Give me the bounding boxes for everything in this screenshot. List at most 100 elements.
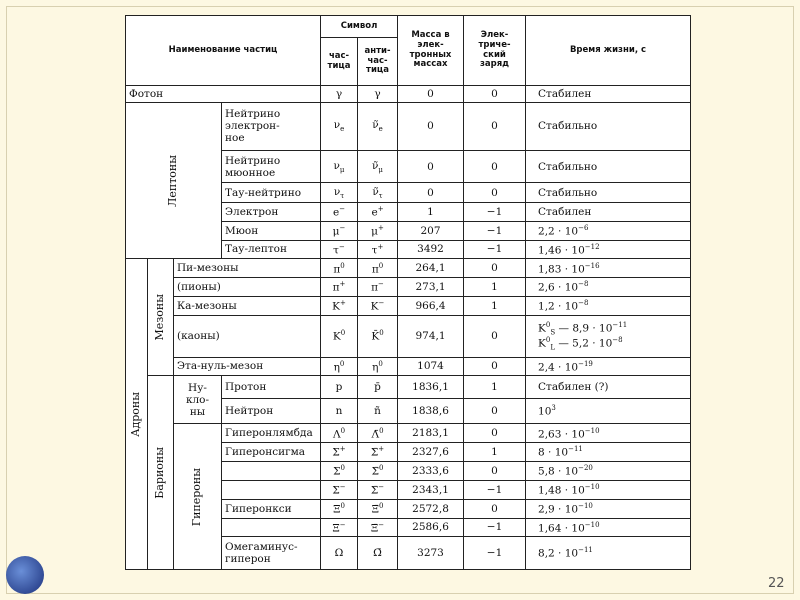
table-cell: −1 xyxy=(463,239,527,260)
table-cell: 1 xyxy=(397,201,465,222)
text-part: ν xyxy=(333,159,340,172)
table-cell: Стабильно xyxy=(525,101,692,151)
table-cell: 1838,6 xyxy=(397,398,465,425)
table-cell: Ξ̄− xyxy=(357,517,399,538)
text-part: 2,6 · 10 xyxy=(538,281,579,294)
text-part: π xyxy=(333,263,341,276)
table-cell: час- тица xyxy=(320,37,359,86)
logo xyxy=(6,556,44,594)
table-cell: Σ̄0 xyxy=(357,461,399,481)
table-cell: Ξ− xyxy=(320,517,359,538)
text-part: 8 · 10 xyxy=(538,446,569,459)
text-part: − xyxy=(378,483,385,491)
table-cell: Тау-лептон xyxy=(220,239,322,260)
table-cell: 0 xyxy=(397,182,465,203)
text-part: 0 xyxy=(378,501,384,510)
table-row: Барионы Ну- кло- ны Протон p p̄ 1836,1 1 Стабил… xyxy=(126,375,692,570)
particle-table: Наименование частиц Символ Масса в элек- т… xyxy=(124,15,692,570)
text-part: − xyxy=(339,223,346,232)
text-part: Ξ̄ xyxy=(371,503,379,516)
table-cell: Гиперонкси xyxy=(220,498,322,519)
text-part: τ xyxy=(340,191,345,200)
table-cell: p xyxy=(320,375,359,400)
table-cell: 8 · 10−11 xyxy=(525,442,692,463)
text-part: e xyxy=(378,125,383,134)
table-cell: 0 xyxy=(463,85,527,103)
table-cell: 207 xyxy=(397,220,465,241)
text-part: e xyxy=(340,125,345,134)
table-cell: 0 xyxy=(397,85,465,103)
table-cell: 103 xyxy=(525,398,692,425)
text-part: Σ xyxy=(332,446,340,459)
text-part: −12 xyxy=(584,242,600,251)
table-cell: 0 xyxy=(463,182,527,203)
table-cell: Барионы xyxy=(147,375,174,570)
table-cell: 2343,1 xyxy=(397,479,465,500)
table-cell: νμ xyxy=(320,149,359,184)
table-cell: e− xyxy=(320,201,359,222)
table-row: Тау-лептон τ− τ+ 3492 −1 1,46 · 10−12 xyxy=(126,239,692,260)
text-part: π xyxy=(371,263,379,276)
table-cell: Тау-нейтрино xyxy=(220,182,322,203)
text-part: K xyxy=(538,337,546,350)
cell-line: K0S — 8,9 · 10−11 xyxy=(538,321,687,337)
text-part: 2,63 · 10 xyxy=(538,428,585,441)
text-part: ν̃ xyxy=(372,159,379,172)
table-cell: 1836,1 xyxy=(397,375,465,400)
table-cell: Мюон xyxy=(220,220,322,241)
table-cell: 1 xyxy=(463,277,527,298)
table-cell: 3273 xyxy=(397,536,465,570)
table-cell: Гиперонлямбда xyxy=(220,423,322,444)
table-cell: Масса в элек- тронных массах xyxy=(397,15,465,86)
table-cell: 966,4 xyxy=(397,296,465,316)
text-part: ν xyxy=(333,119,341,132)
table-cell: Стабилен xyxy=(525,85,692,103)
table-cell: Ω̄ xyxy=(357,536,399,570)
table-cell: Гиперонсигма xyxy=(220,442,322,463)
table-cell: π0 xyxy=(357,258,399,279)
table-cell: Мезоны xyxy=(147,258,174,377)
table-cell: −1 xyxy=(463,201,527,222)
table-cell: Наименование частиц xyxy=(124,15,322,86)
table-row: Мюон μ− μ+ 207 −1 2,2 · 10−6 xyxy=(126,220,692,241)
text-part: −8 xyxy=(612,336,623,345)
table-cell: 0 xyxy=(463,101,527,151)
table-cell: Пи-мезоны xyxy=(172,258,322,279)
text-part: Ξ xyxy=(332,522,340,535)
table-cell: Стабильно xyxy=(525,182,692,203)
text-part: K̄ xyxy=(371,330,380,343)
table-cell: 2,4 · 10−19 xyxy=(525,356,692,377)
table-cell: ν̃e xyxy=(357,101,399,151)
text-part: 8,2 · 10 xyxy=(538,547,579,560)
table-cell: Ξ̄0 xyxy=(357,498,399,519)
table-cell: 1 xyxy=(463,375,527,400)
table-row: Фотон γ γ 0 0 Стабилен xyxy=(124,85,692,103)
text-part: −11 xyxy=(568,445,583,454)
table-cell: Ну- кло- ны xyxy=(173,375,222,425)
table-cell: −1 xyxy=(463,536,527,570)
text-part: 0 xyxy=(378,359,383,368)
text-part: μ xyxy=(371,225,378,238)
table-cell: K− xyxy=(357,296,399,316)
table-cell: 0 xyxy=(463,258,527,279)
table-cell: 2333,6 xyxy=(397,461,465,481)
text-part: 0 xyxy=(379,426,384,435)
table-cell: Адроны xyxy=(125,258,148,570)
vertical-label: Адроны xyxy=(129,391,143,437)
table-cell: Фотон xyxy=(124,85,322,103)
text-part: + xyxy=(339,445,346,454)
text-part: Λ̄ xyxy=(371,428,380,441)
table-cell: 0 xyxy=(463,498,527,519)
table-row: Тау-нейтрино ντ ν̃τ 0 0 Стабильно xyxy=(126,182,692,203)
table-row: Лептоны Нейтрино электрон- ное νe ν̃e 0 0 Стаб… xyxy=(125,101,692,260)
table-row: Σ− Σ̄− 2343,1 −1 1,48 · 10−10 xyxy=(126,479,692,500)
table-cell: 1074 xyxy=(397,356,465,377)
table-cell: Σ0 xyxy=(320,461,359,481)
table-cell: −1 xyxy=(463,517,527,538)
table-cell: Нейтрон xyxy=(220,398,322,425)
table-cell: 2586,6 xyxy=(397,517,465,538)
text-part: − xyxy=(378,299,385,308)
table-cell: 0 xyxy=(463,356,527,377)
text-part: −16 xyxy=(584,261,600,270)
